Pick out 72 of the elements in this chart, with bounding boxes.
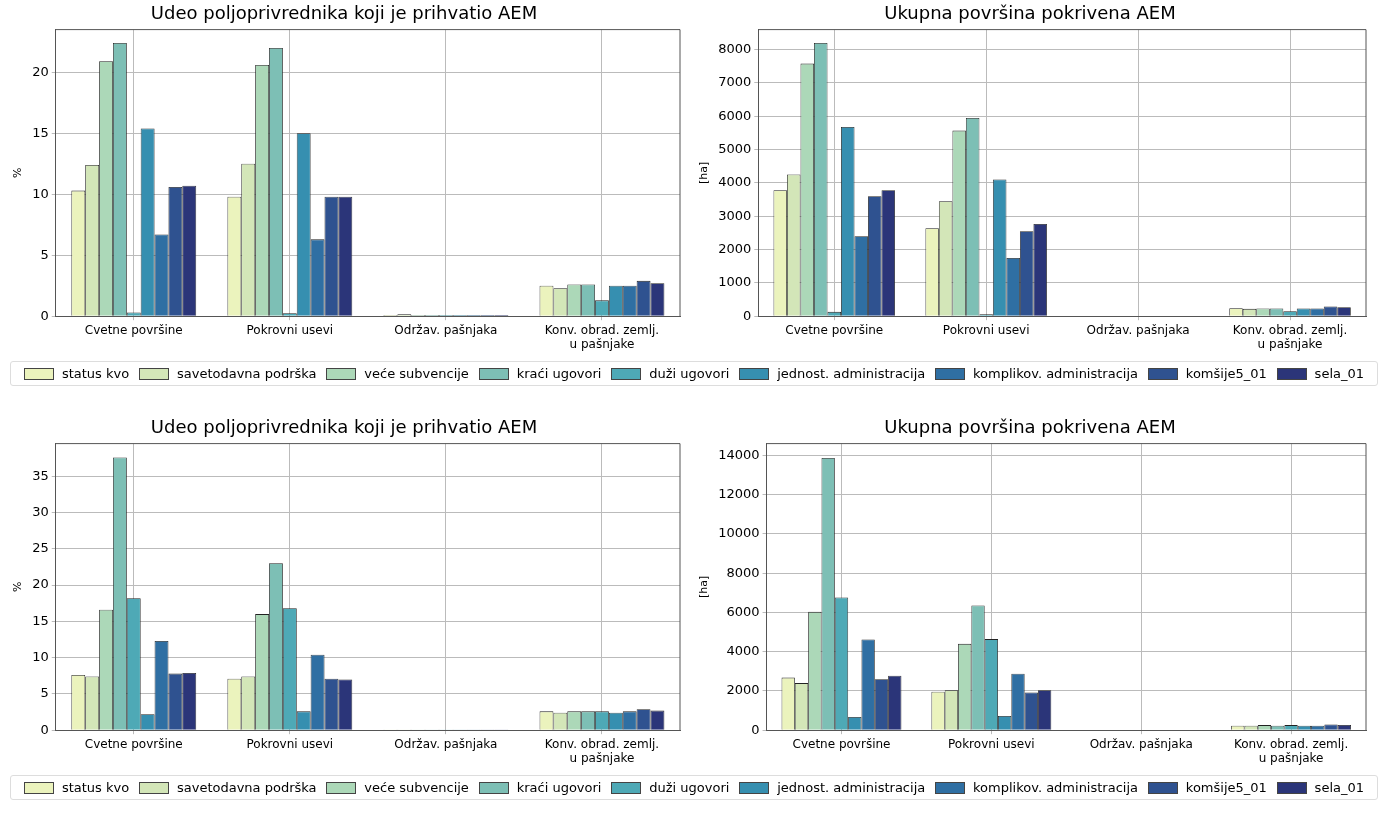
x-tick-label: Konv. obrad. zemlj. u pašnjake: [544, 322, 660, 351]
y-tick-label: 10: [32, 185, 49, 201]
legend-label: kraći ugovori: [516, 366, 602, 381]
y-tick-label: 14000: [718, 446, 760, 462]
y-tick-label: 3000: [718, 207, 752, 223]
legend-label: jednost. administracija: [777, 366, 926, 381]
y-tick-label: 7000: [718, 74, 752, 90]
legend-label: komplikov. administracija: [973, 780, 1139, 795]
x-tick-label: Pokrovni usevi: [948, 736, 1035, 751]
y-tick-label: 6000: [718, 107, 752, 123]
legend-label: status kvo: [61, 780, 130, 795]
x-tick-label: Pokrovni usevi: [246, 322, 334, 337]
legend-label: savetodavna podrška: [176, 366, 317, 381]
y-tick-label: 2000: [718, 240, 752, 256]
y-tick-label: 5: [40, 246, 49, 262]
legend-label: duži ugovori: [649, 366, 730, 381]
y-tick-label: 8000: [718, 40, 752, 56]
legend-label: jednost. administracija: [777, 780, 926, 795]
y-tick-label: 4000: [726, 643, 760, 659]
y-tick-label: 25: [32, 540, 49, 556]
x-tick-label: Održav. pašnjaka: [1086, 322, 1190, 337]
x-tick-label: Konv. obrad. zemlj. u pašnjake: [1232, 322, 1348, 351]
y-axis-title: %: [11, 167, 25, 179]
x-tick-label: Održav. pašnjaka: [394, 322, 498, 337]
legend-label: duži ugovori: [649, 780, 730, 795]
x-tick-label: Cvetne površine: [792, 736, 891, 751]
legend-label: veće subvencije: [364, 366, 469, 381]
x-tick-label: Održav. pašnjaka: [1089, 736, 1193, 751]
y-tick-label: 15: [32, 612, 49, 628]
legend-label: savetodavna podrška: [176, 780, 317, 795]
chart-title: Ukupna površina pokrivena AEM: [884, 2, 1176, 24]
x-tick-label: Cvetne površine: [84, 736, 183, 751]
y-tick-label: 0: [40, 307, 49, 323]
y-tick-label: 0: [743, 307, 752, 323]
y-tick-label: 15: [32, 124, 49, 140]
legend-label: sela_01: [1314, 780, 1365, 795]
legend-label: komplikov. administracija: [973, 366, 1139, 381]
chart-title: Udeo poljoprivrednika koji je prihvatio AEM: [150, 416, 538, 438]
legend-label: status kvo: [61, 366, 130, 381]
y-tick-label: 20: [32, 63, 49, 79]
legend-label: sela_01: [1314, 366, 1365, 381]
y-tick-label: 20: [32, 576, 49, 592]
x-tick-label: Konv. obrad. zemlj. u pašnjake: [1233, 736, 1349, 765]
x-tick-label: Održav. pašnjaka: [394, 736, 498, 751]
y-tick-label: 12000: [718, 486, 760, 502]
y-tick-label: 35: [32, 467, 49, 483]
y-tick-label: 0: [40, 721, 49, 737]
x-tick-label: Pokrovni usevi: [246, 736, 334, 751]
x-tick-label: Konv. obrad. zemlj. u pašnjake: [544, 736, 660, 765]
legend-label: komšije5_01: [1185, 366, 1267, 381]
y-tick-label: 10: [32, 649, 49, 665]
y-tick-label: 8000: [726, 564, 760, 580]
legend-label: kraći ugovori: [516, 780, 602, 795]
legend-label: komšije5_01: [1185, 780, 1267, 795]
legend-label: veće subvencije: [364, 780, 469, 795]
y-tick-label: 5: [40, 685, 49, 701]
x-tick-label: Cvetne površine: [84, 322, 183, 337]
y-tick-label: 30: [32, 503, 49, 519]
y-axis-title: [ha]: [697, 161, 711, 185]
x-tick-label: Cvetne površine: [785, 322, 884, 337]
y-tick-label: 2000: [726, 682, 760, 698]
y-tick-label: 0: [751, 721, 760, 737]
y-axis-title: %: [11, 581, 25, 593]
y-axis-title: [ha]: [697, 575, 711, 599]
y-tick-label: 5000: [718, 140, 752, 156]
chart-title: Ukupna površina pokrivena AEM: [884, 416, 1176, 438]
y-tick-label: 6000: [726, 603, 760, 619]
chart-title: Udeo poljoprivrednika koji je prihvatio AEM: [150, 2, 538, 24]
x-tick-label: Pokrovni usevi: [942, 322, 1030, 337]
y-tick-label: 4000: [718, 174, 752, 190]
y-tick-label: 1000: [718, 274, 752, 290]
y-tick-label: 10000: [718, 525, 760, 541]
